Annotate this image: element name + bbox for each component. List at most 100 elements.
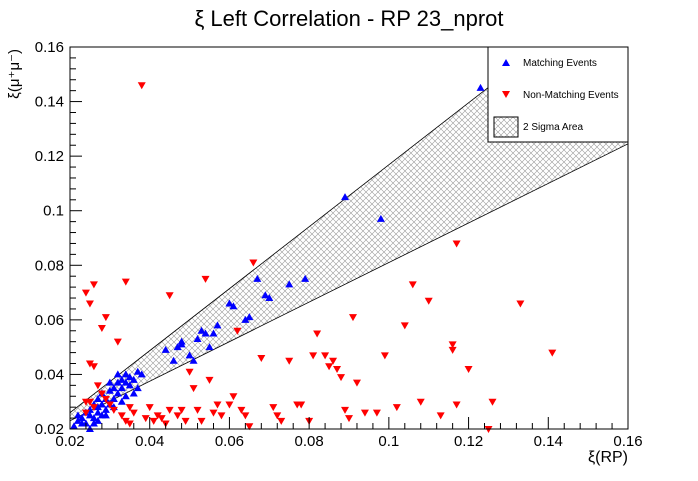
matching-event-point — [121, 378, 130, 386]
matching-event-point — [376, 214, 385, 222]
matching-event-point — [125, 381, 134, 389]
non-matching-event-point — [464, 365, 473, 373]
non-matching-event-point — [237, 406, 246, 414]
non-matching-event-point — [229, 393, 238, 401]
matching-event-point — [137, 370, 146, 378]
y-tick-label: 0.14 — [35, 94, 64, 111]
non-matching-event-point — [81, 398, 90, 406]
non-matching-event-point — [193, 406, 202, 414]
matching-event-point — [73, 416, 82, 424]
matching-event-point — [121, 370, 130, 378]
non-matching-event-point — [121, 417, 130, 425]
non-matching-event-point — [245, 423, 254, 431]
x-tick-label: 0.08 — [295, 433, 324, 450]
non-matching-event-point — [548, 349, 557, 357]
x-tick-label: 0.02 — [55, 433, 84, 450]
matching-event-point — [117, 397, 126, 405]
matching-event-point — [209, 329, 218, 337]
matching-event-point — [105, 378, 114, 386]
non-matching-event-point — [89, 281, 98, 289]
matching-event-point — [89, 414, 98, 422]
matching-event-point — [93, 394, 102, 402]
matching-event-point — [113, 370, 122, 378]
y-tick-label: 0.12 — [35, 148, 64, 165]
matching-event-point — [117, 384, 126, 392]
matching-event-point — [93, 416, 102, 424]
non-matching-event-point — [149, 417, 158, 425]
matching-event-point — [77, 414, 86, 422]
non-matching-event-point — [241, 412, 250, 420]
non-matching-event-point — [277, 417, 286, 425]
non-matching-event-point — [85, 300, 94, 308]
matching-event-point — [93, 408, 102, 416]
matching-event-point — [89, 419, 98, 427]
non-matching-event-point — [189, 385, 198, 393]
non-matching-event-point — [209, 409, 218, 417]
matching-event-point — [125, 373, 134, 381]
matching-event-point — [129, 375, 138, 383]
non-matching-event-point — [408, 281, 417, 289]
x-axis-label: ξ(RP) — [588, 449, 628, 466]
non-matching-event-point — [329, 357, 338, 365]
non-matching-event-point — [97, 390, 106, 398]
matching-event-point — [261, 291, 270, 299]
matching-event-point — [253, 274, 262, 282]
legend: Matching Events Non-Matching Events 2 Si… — [487, 46, 629, 143]
matching-event-point — [113, 378, 122, 386]
matching-event-point — [161, 345, 170, 353]
matching-event-point — [101, 411, 110, 419]
non-matching-event-point — [352, 379, 361, 387]
matching-event-point — [73, 411, 82, 419]
non-matching-event-point — [121, 278, 130, 286]
matching-event-point — [113, 389, 122, 397]
non-matching-event-point — [341, 406, 350, 414]
matching-event-point — [213, 321, 222, 329]
sigma-band-upper-edge — [70, 47, 541, 413]
x-tick-label: 0.14 — [534, 433, 563, 450]
matching-event-point — [169, 356, 178, 364]
non-matching-event-point — [153, 412, 162, 420]
non-matching-event-point — [129, 409, 138, 417]
y-tick-label: 0.08 — [35, 257, 64, 274]
legend-swatch-band — [493, 116, 519, 138]
legend-marker-matching — [502, 59, 510, 66]
non-matching-event-point — [101, 395, 110, 403]
non-matching-event-point — [185, 368, 194, 376]
legend-label-matching: Matching Events — [523, 58, 597, 69]
non-matching-event-point — [197, 417, 206, 425]
x-tick-label: 0.04 — [135, 433, 164, 450]
matching-event-point — [121, 392, 130, 400]
axes: 0.02 0.04 0.06 0.08 0.1 0.12 0.14 0.16 0.02 0.04 0… — [35, 39, 643, 450]
y-tick-label: 0.1 — [43, 203, 64, 220]
non-matching-event-point — [125, 420, 134, 428]
non-matching-event-point — [181, 417, 190, 425]
non-matching-event-point — [81, 409, 90, 417]
non-matching-event-point — [321, 352, 330, 360]
matching-event-point — [69, 422, 78, 430]
non-matching-event-point — [333, 365, 342, 373]
matching-event-point — [105, 386, 114, 394]
x-tick-label: 0.12 — [454, 433, 483, 450]
non-matching-event-point — [125, 404, 134, 412]
matching-event-point — [301, 274, 310, 282]
non-matching-event-point — [225, 401, 234, 409]
non-matching-event-point — [109, 406, 118, 414]
chart-title: ξ Left Correlation - RP 23_nprot — [194, 6, 503, 31]
non-matching-event-point — [113, 338, 122, 346]
non-matching-event-point — [416, 398, 425, 406]
non-matching-event-point — [452, 240, 461, 248]
non-matching-event-point — [145, 404, 154, 412]
x-tick-label: 0.1 — [378, 433, 399, 450]
matching-event-point — [173, 343, 182, 351]
non-matching-event-point — [93, 382, 102, 390]
non-matching-event-point — [400, 322, 409, 330]
non-matching-event-point — [177, 406, 186, 414]
x-tick-label: 0.16 — [613, 433, 642, 450]
non-matching-event-point — [105, 401, 114, 409]
non-matching-event-point — [325, 363, 334, 371]
non-matching-event-point — [89, 363, 98, 371]
non-matching-event-point — [217, 412, 226, 420]
matching-event-point — [265, 294, 274, 302]
